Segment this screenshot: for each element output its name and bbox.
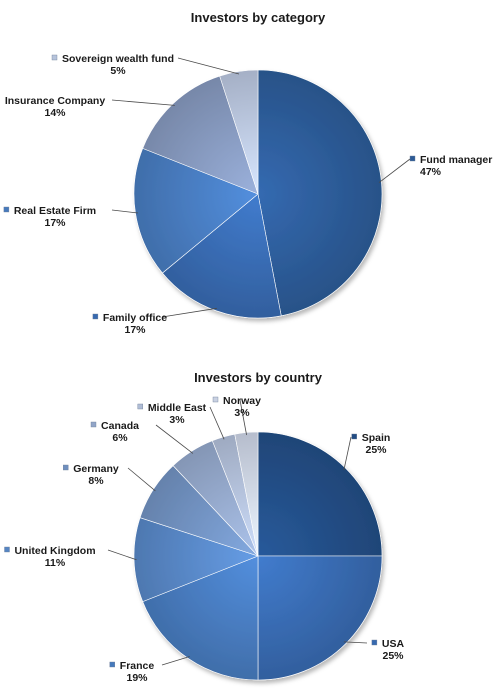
pie-slices-category xyxy=(133,69,383,319)
slice-label-fund-manager: Fund manager xyxy=(420,154,492,166)
leader-line-germany xyxy=(127,467,156,492)
slice-value-usa: 25% xyxy=(382,650,404,662)
slice-marker-germany xyxy=(63,464,69,471)
pie-slice-france xyxy=(142,555,259,681)
slice-marker-france xyxy=(109,661,116,668)
slice-label-family-office: Family office xyxy=(103,312,167,324)
slice-value-fund-manager: 47% xyxy=(420,166,442,178)
slice-value-sovereign-wealth-fund: 5% xyxy=(110,65,126,77)
slice-marker-norway xyxy=(212,396,219,403)
slice-label-insurance-company: Insurance Company xyxy=(5,95,106,107)
pie-slice-fund-manager xyxy=(257,69,383,317)
slice-label-middle-east: Middle East xyxy=(148,402,207,414)
slice-value-germany: 8% xyxy=(88,475,104,487)
leader-line-insurance-company xyxy=(111,99,175,106)
slice-label-spain: Spain xyxy=(362,432,391,444)
leader-line-fund-manager xyxy=(378,158,411,183)
slice-label-canada: Canada xyxy=(101,420,139,432)
slice-value-canada: 6% xyxy=(112,432,128,444)
slice-value-norway: 3% xyxy=(234,407,250,419)
leader-line-canada xyxy=(155,424,194,454)
leader-line-sovereign-wealth-fund xyxy=(177,57,240,75)
leader-line-spain xyxy=(343,436,352,471)
slice-marker-real-estate-firm xyxy=(3,206,10,213)
slice-value-spain: 25% xyxy=(365,444,387,456)
leader-line-family-office xyxy=(161,307,217,318)
slice-marker-spain xyxy=(351,433,357,440)
pie-slices-country xyxy=(133,431,383,681)
slice-marker-middle-east xyxy=(137,403,144,410)
slice-label-united-kingdom: United Kingdom xyxy=(14,545,95,557)
pie-slice-united-kingdom xyxy=(133,517,259,603)
pie-slice-sovereign-wealth-fund xyxy=(219,69,259,195)
slice-marker-canada xyxy=(90,421,97,428)
leader-line-real-estate-firm xyxy=(111,209,139,214)
slice-label-germany: Germany xyxy=(73,463,119,475)
slice-value-family-office: 17% xyxy=(124,324,146,336)
slice-marker-family-office xyxy=(92,313,99,320)
leader-line-united-kingdom xyxy=(107,549,137,561)
slice-value-united-kingdom: 11% xyxy=(45,557,66,569)
chart-title-country: Investors by country xyxy=(194,370,323,385)
slice-marker-usa xyxy=(371,639,378,646)
pie-slice-spain xyxy=(257,431,383,557)
slice-label-usa: USA xyxy=(382,638,405,650)
leader-line-norway xyxy=(239,399,247,436)
leader-line-middle-east xyxy=(209,406,225,440)
slice-marker-united-kingdom xyxy=(4,546,10,553)
slice-value-real-estate-firm: 17% xyxy=(44,217,66,229)
slice-value-france: 19% xyxy=(126,672,148,684)
slice-label-sovereign-wealth-fund: Sovereign wealth fund xyxy=(62,53,174,65)
pie-chart-country: Investors by country Spain25%USA25%Franc… xyxy=(4,370,405,684)
pie-slice-family-office xyxy=(162,193,282,319)
slice-marker-sovereign-wealth-fund xyxy=(51,54,58,61)
slice-value-insurance-company: 14% xyxy=(44,107,66,119)
slice-marker-fund-manager xyxy=(409,155,416,162)
slice-label-france: France xyxy=(120,660,155,672)
chart-title-category: Investors by category xyxy=(191,10,326,25)
slice-label-norway: Norway xyxy=(223,395,261,407)
slice-value-middle-east: 3% xyxy=(169,414,185,426)
leader-line-france xyxy=(161,656,190,666)
slice-label-real-estate-firm: Real Estate Firm xyxy=(14,205,96,217)
pie-slice-real-estate-firm xyxy=(133,147,259,274)
pie-slice-usa xyxy=(257,555,383,681)
leader-line-usa xyxy=(343,641,368,644)
